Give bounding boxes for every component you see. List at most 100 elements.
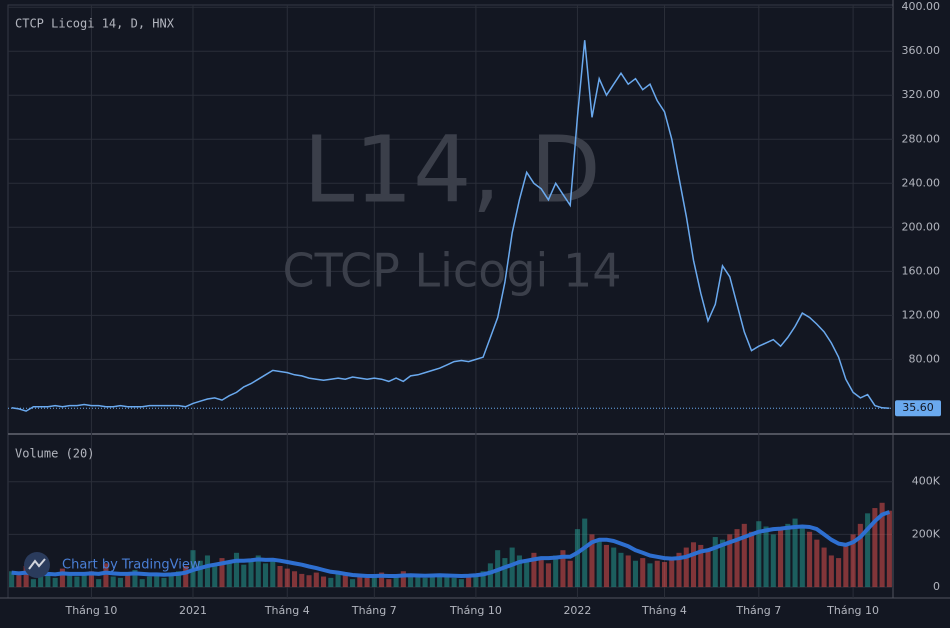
volume-bar (277, 566, 283, 588)
volume-bar (45, 572, 51, 588)
volume-bar (393, 575, 399, 588)
volume-bar (386, 579, 392, 588)
volume-bar (770, 534, 776, 588)
volume-bar (553, 555, 559, 588)
volume-bar (814, 539, 820, 588)
y-tick-label: 80.00 (909, 352, 941, 365)
volume-bar (879, 502, 885, 588)
volume-bar (451, 577, 457, 588)
volume-bar (197, 560, 203, 588)
volume-bar (865, 513, 871, 588)
last-price-label: 35.60 (902, 401, 934, 414)
volume-bar (321, 576, 327, 588)
volume-bar (589, 534, 595, 588)
volume-bar (233, 552, 240, 588)
volume-ma-line (11, 510, 891, 578)
volume-bar (792, 518, 798, 588)
y-tick-label: 120.00 (902, 308, 941, 321)
volume-bar (545, 563, 551, 588)
volume-bar (611, 547, 617, 588)
volume-bar (183, 566, 189, 588)
volume-bar (857, 523, 863, 588)
x-tick-label: Tháng 7 (735, 604, 781, 617)
volume-bar (364, 577, 370, 588)
volume-bar (255, 555, 261, 588)
volume-bar (625, 555, 631, 588)
volume-bar (103, 563, 109, 588)
volume-bar (632, 560, 639, 588)
y-tick-label: 400.00 (902, 0, 941, 13)
volume-bar (284, 568, 290, 588)
volume-bar (705, 550, 711, 588)
y-tick-label: 320.00 (902, 88, 941, 101)
volume-bar (886, 510, 892, 588)
volume-bar (509, 547, 515, 588)
volume-bar (807, 531, 813, 588)
volume-bar (67, 573, 73, 588)
volume-bar (161, 577, 167, 588)
volume-bar (306, 575, 312, 588)
watermark-subtitle: CTCP Licogi 14 (283, 244, 622, 298)
last-price-box (895, 400, 941, 417)
volume-bar (654, 560, 660, 588)
x-tick-label: Tháng 7 (351, 604, 397, 617)
volume-bar (647, 563, 653, 588)
volume-bar (487, 563, 493, 588)
volume-bar (299, 573, 305, 588)
volume-bar (132, 569, 138, 588)
volume-bar (30, 579, 36, 588)
volume-bar (270, 558, 276, 588)
volume-bar (88, 571, 94, 588)
volume-bar (342, 575, 348, 588)
volume-bar (335, 571, 341, 588)
volume-bar (146, 576, 152, 588)
volume-bar (437, 573, 443, 588)
volume-bar (690, 542, 697, 588)
volume-bar (52, 577, 58, 588)
volume-bar (843, 544, 849, 588)
volume-bar (698, 544, 704, 588)
volume-bar (444, 576, 450, 588)
volume-bar (640, 558, 646, 588)
y-tick-label: 0 (933, 580, 940, 593)
volume-bar (531, 552, 537, 588)
volume-bar (466, 575, 472, 588)
volume-bar (799, 526, 805, 588)
volume-bar (175, 571, 182, 588)
volume-bar (125, 573, 131, 588)
branding-icon-glyph (28, 558, 46, 570)
chart-title: CTCP Licogi 14, D, HNX (15, 17, 175, 31)
volume-bar (59, 568, 65, 588)
volume-bar (850, 534, 856, 588)
volume-bar (516, 555, 522, 588)
volume-bar (828, 555, 834, 588)
volume-bar (248, 560, 254, 588)
volume-bar (836, 558, 842, 588)
volume-bar (379, 572, 385, 588)
volume-bar (371, 576, 377, 588)
volume-bar (560, 550, 566, 588)
volume-bar (38, 576, 44, 588)
volume-bar (357, 576, 363, 588)
volume-bar (81, 575, 87, 588)
volume-bar (749, 531, 755, 588)
volume-title: Volume (20) (15, 447, 94, 461)
branding: Chart by TradingView (62, 558, 201, 573)
volume-bar (226, 562, 232, 588)
volume-bar (117, 577, 123, 588)
x-tick-label: Tháng 10 (449, 604, 502, 617)
volume-bar (139, 579, 145, 588)
volume-bar (712, 537, 718, 588)
volume-bar (291, 571, 298, 588)
volume-bar (262, 563, 269, 588)
volume-bar (400, 571, 406, 588)
volume-bar (524, 560, 530, 588)
volume-bar (96, 579, 102, 588)
volume-bar (422, 577, 428, 588)
volume-bar (16, 575, 22, 588)
volume-bar (741, 523, 747, 588)
volume-bar (683, 547, 689, 588)
volume-bar (168, 575, 174, 588)
volume-bar (661, 562, 668, 588)
